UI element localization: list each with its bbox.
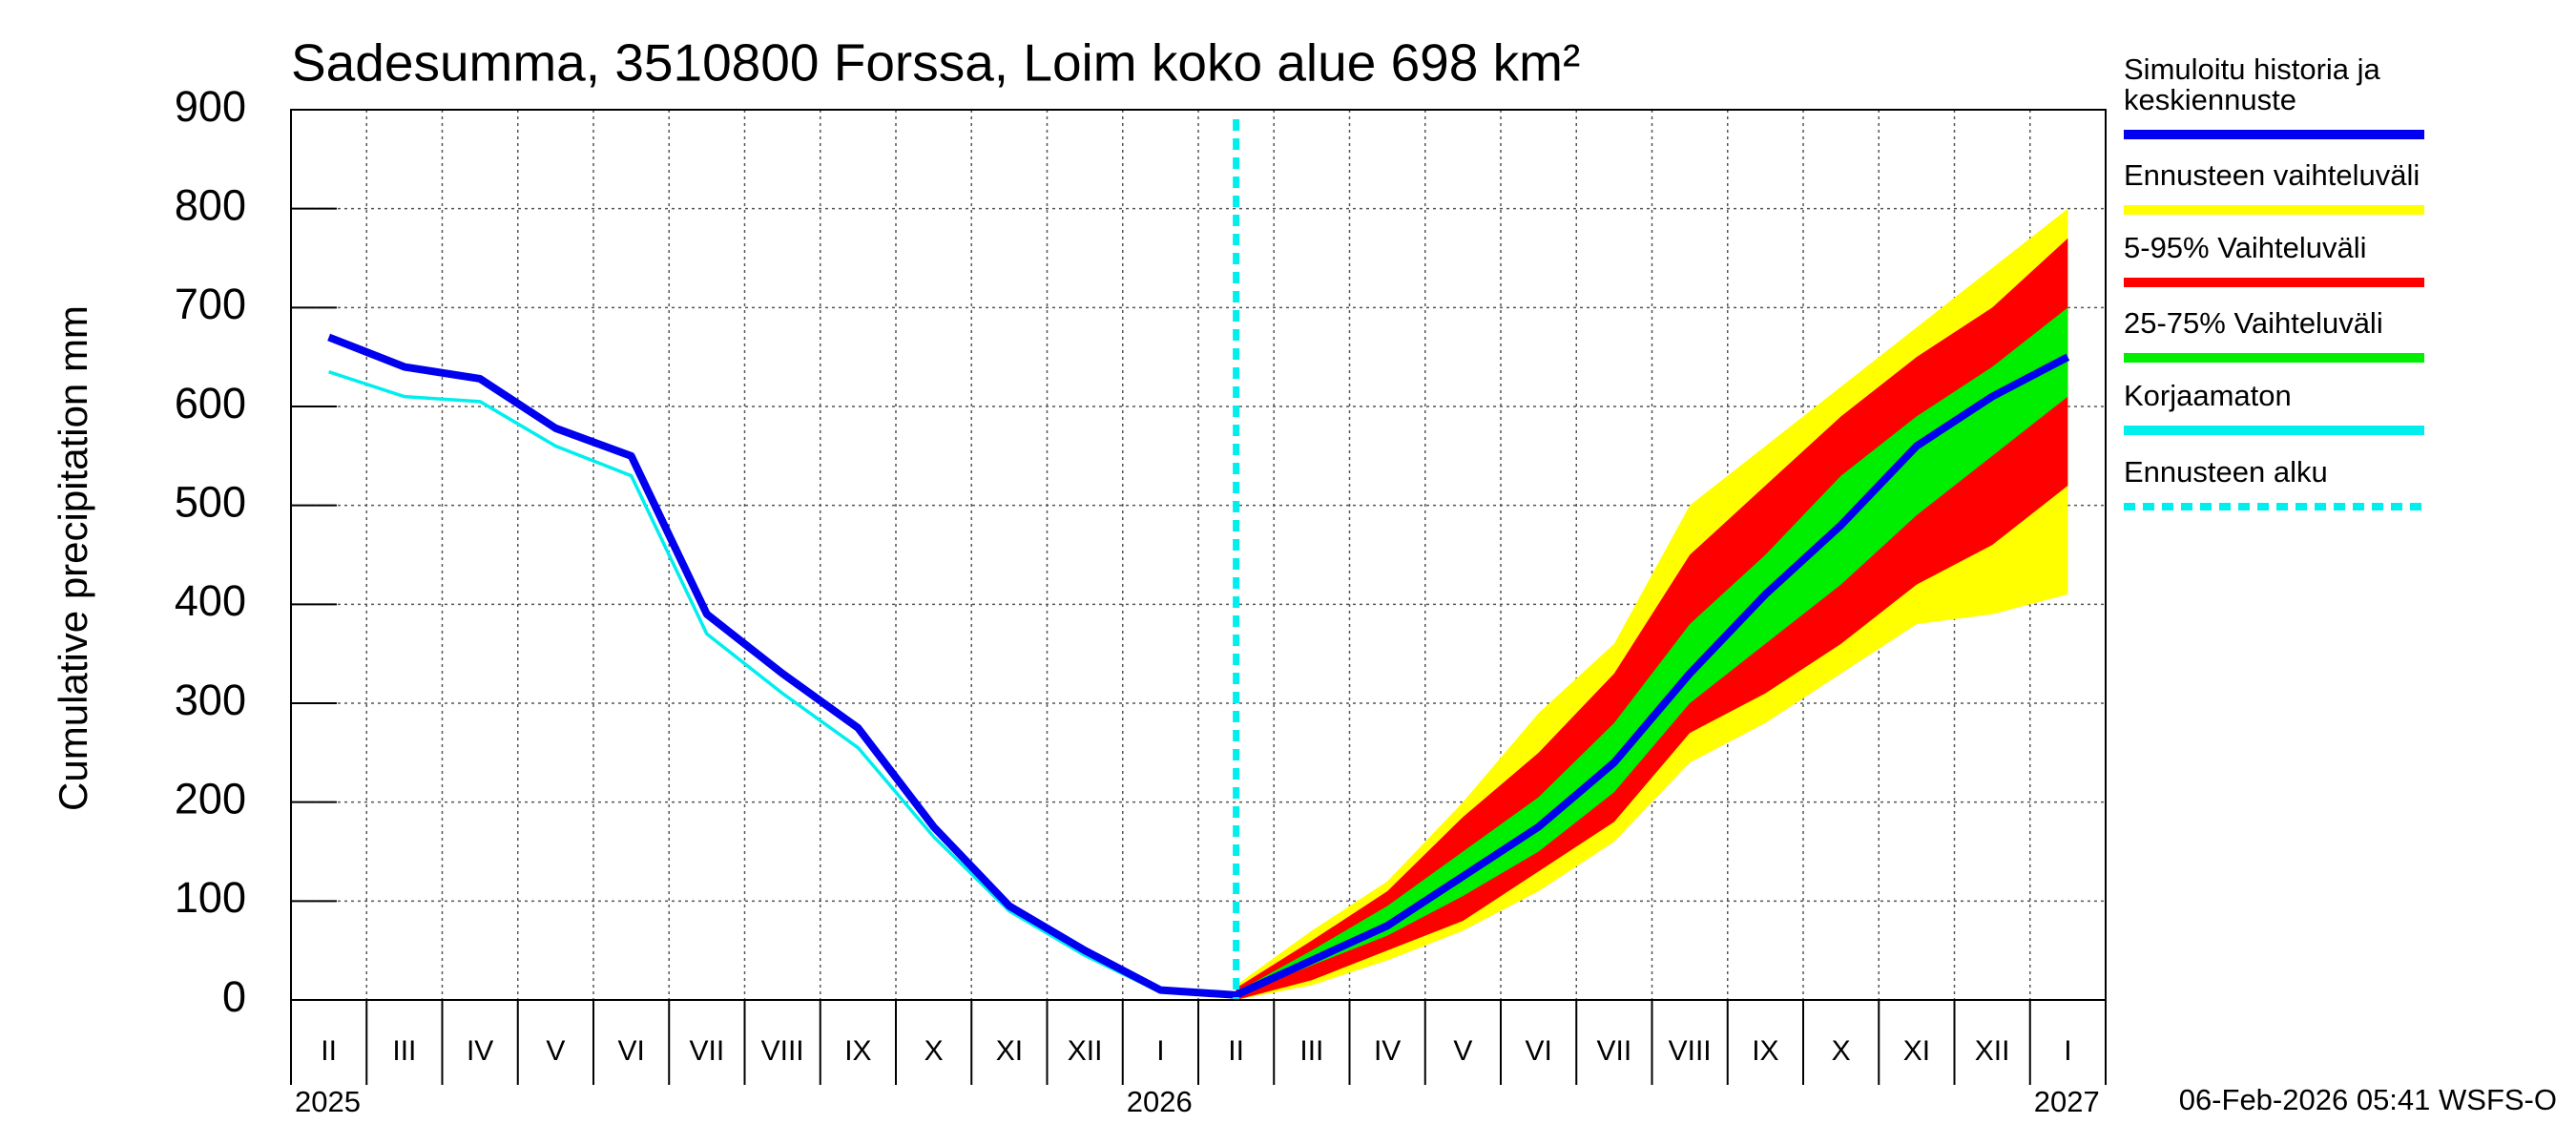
y-tick-label: 100	[175, 873, 246, 922]
x-tick-label: VII	[1597, 1035, 1632, 1067]
x-tick-label: III	[392, 1035, 416, 1067]
legend-label: Ennusteen alku	[2124, 455, 2328, 489]
y-tick-label: 0	[222, 972, 246, 1021]
x-tick-label: IV	[467, 1035, 493, 1067]
x-tick-label: VI	[617, 1035, 644, 1067]
y-tick-label: 400	[175, 576, 246, 625]
x-tick-label: III	[1299, 1035, 1323, 1067]
x-tick-label: II	[321, 1035, 337, 1067]
x-tick-label: XI	[996, 1035, 1023, 1067]
x-tick-label: X	[1832, 1035, 1851, 1067]
footer: 06-Feb-2026 05:41 WSFS-O	[2179, 1083, 2557, 1116]
y-tick-label: 700	[175, 280, 246, 328]
x-tick-label: IX	[844, 1035, 871, 1067]
x-tick-label: VI	[1525, 1035, 1551, 1067]
plot-area	[291, 109, 2106, 1001]
y-tick-label: 300	[175, 676, 246, 724]
x-tick-label: XII	[1068, 1035, 1103, 1067]
year-label: 2025	[295, 1085, 361, 1118]
legend-label: Simuloitu historia ja keskiennuste	[2124, 52, 2380, 116]
series-line	[327, 333, 2070, 999]
y-axis-label: Cumulative precipitation mm	[51, 305, 95, 811]
legend-label: 25-75% Vaihteluväli	[2124, 306, 2383, 340]
y-tick-label: 200	[175, 775, 246, 823]
legend-label: 5-95% Vaihteluväli	[2124, 231, 2367, 264]
series-line	[328, 370, 1162, 994]
chart-title: Sadesumma, 3510800 Forssa, Loim koko alu…	[291, 33, 1580, 93]
x-tick-label: IX	[1752, 1035, 1778, 1067]
y-tick-label: 600	[175, 379, 246, 427]
x-tick-label: V	[546, 1035, 565, 1067]
x-tick-label: VIII	[1669, 1035, 1712, 1067]
x-tick-label: XII	[1975, 1035, 2010, 1067]
x-tick-label: V	[1453, 1035, 1472, 1067]
x-tick-label: IV	[1374, 1035, 1401, 1067]
x-tick-label: VIII	[761, 1035, 804, 1067]
legend-label: Korjaamaton	[2124, 379, 2292, 412]
year-label: 2026	[1127, 1085, 1193, 1118]
legend-label: Ennusteen vaihteluväli	[2124, 158, 2420, 192]
x-tick-label: VII	[690, 1035, 725, 1067]
y-tick-label: 900	[175, 82, 246, 131]
x-tick-label: X	[924, 1035, 944, 1067]
y-tick-label: 500	[175, 478, 246, 527]
x-tick-label: II	[1228, 1035, 1244, 1067]
x-tick-label: XI	[1903, 1035, 1930, 1067]
band-area	[1236, 238, 2068, 1000]
year-label: 2027	[2034, 1085, 2100, 1118]
x-tick-label: I	[1156, 1035, 1164, 1067]
y-tick-label: 800	[175, 181, 246, 230]
x-tick-label: I	[2064, 1035, 2071, 1067]
band-area	[1236, 307, 2068, 997]
